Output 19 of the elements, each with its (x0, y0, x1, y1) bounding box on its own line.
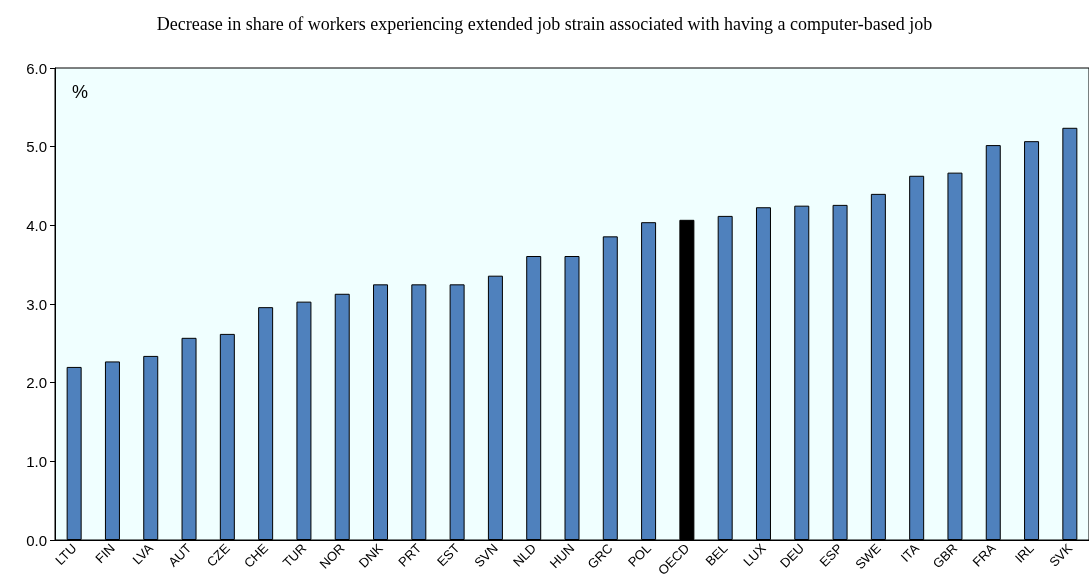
x-tick-label: FIN (92, 540, 118, 567)
x-tick-label: FRA (969, 540, 999, 570)
y-tick-label: 3.0 (26, 295, 47, 313)
y-tick-label: 0.0 (26, 531, 47, 549)
annotation: % (72, 82, 89, 102)
y-tick-label: 6.0 (26, 59, 47, 77)
x-tick-label: IRL (1011, 540, 1037, 566)
x-tick-label: LTU (52, 540, 80, 568)
x-tick-label: LVA (129, 540, 157, 568)
y-tick-label: 4.0 (26, 216, 47, 234)
x-tick-label: NLD (510, 540, 540, 570)
x-tick-label: POL (624, 540, 654, 570)
chart-title: Decrease in share of workers experiencing extended job strain associated with having a computer-based job (156, 14, 933, 34)
x-tick-label: ITA (897, 540, 923, 565)
y-tick-label: 2.0 (26, 374, 47, 392)
y-tick-label: 1.0 (26, 452, 47, 470)
y-tick-label: 5.0 (26, 138, 47, 156)
x-tick-label: BEL (702, 540, 731, 569)
x-tick-label: TUR (279, 540, 310, 571)
